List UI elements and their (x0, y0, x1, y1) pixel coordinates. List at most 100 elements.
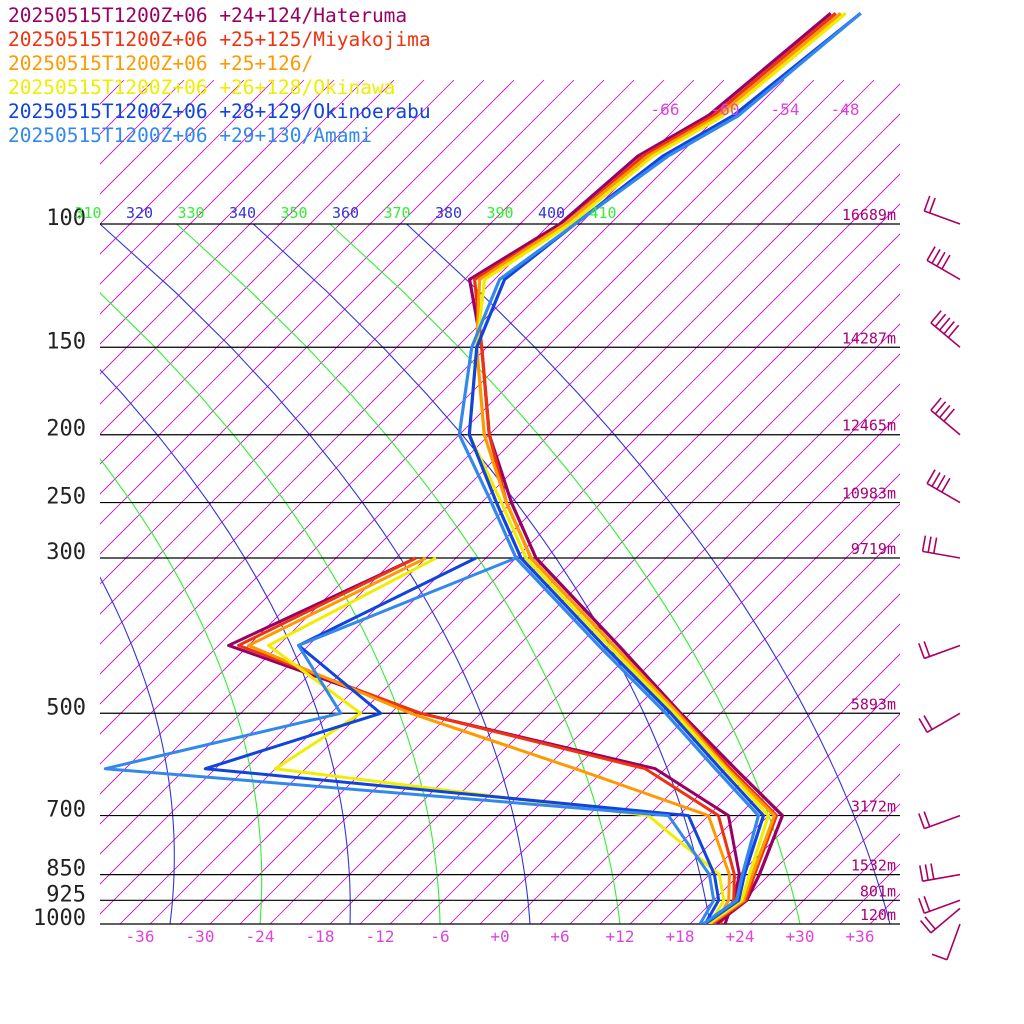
isotherm-line (749, 773, 900, 924)
wind-barb (918, 641, 961, 660)
isotherm-line (100, 79, 245, 225)
temperature-tick-label: +12 (606, 927, 635, 946)
temperature-tick-label: +6 (550, 927, 569, 946)
wind-barb-flag (934, 313, 947, 328)
temperature-line (467, 12, 847, 924)
isotherm-line (100, 79, 275, 255)
legend-entry: 20250515T1200Z+06 +24+124/Hateruma (8, 4, 408, 27)
wind-barb-flag (936, 251, 946, 267)
temperature-tick-label: -36 (126, 927, 155, 946)
pressure-tick-label: 1000 (33, 906, 86, 931)
temperature-tick-label: -30 (186, 927, 215, 946)
isotherm-line (100, 79, 395, 375)
wind-barb-staff (930, 322, 961, 348)
wind-barb (931, 923, 961, 961)
isotherm-line (100, 79, 455, 435)
isotherm-line (100, 79, 305, 285)
temperature-tick-label: -12 (366, 927, 395, 946)
wind-barb-flag (934, 401, 947, 415)
wind-barb-layer (918, 195, 961, 961)
height-label: 5893m (851, 695, 896, 713)
wind-barb-flag (923, 811, 931, 827)
pressure-tick-label: 200 (46, 417, 86, 442)
theta-e-label: 410 (589, 204, 616, 222)
wind-barb-flag (927, 536, 932, 553)
wind-barb-staff (924, 210, 961, 225)
mixing-ratio-label: -54 (771, 100, 800, 119)
isotherm-line (659, 683, 900, 924)
height-label: 120m (860, 906, 896, 924)
isotherm-line (629, 653, 900, 924)
wind-barb-staff (930, 409, 961, 436)
temperature-tick-label: -6 (430, 927, 449, 946)
theta-e-label: 310 (74, 204, 101, 222)
isotherm-line (0, 80, 34, 924)
wind-barb (930, 310, 961, 348)
isotherm-line (100, 79, 515, 495)
wind-barb-flag (926, 246, 936, 261)
adiabat-line (100, 576, 175, 924)
legend-entry: 20250515T1200Z+06 +25+126/ (8, 52, 314, 75)
temperature-line (467, 12, 832, 924)
wind-barb-flag (928, 197, 936, 214)
temperature-tick-label: +30 (786, 927, 815, 946)
wind-barb-flag (918, 897, 926, 914)
dewpoint-line (203, 556, 721, 924)
wind-barb-flag (930, 397, 942, 411)
wind-barb (921, 535, 961, 559)
height-label: 9719m (851, 540, 896, 558)
wind-barb-flag (919, 920, 932, 934)
temperature-line (475, 12, 842, 924)
wind-barb (926, 246, 961, 281)
theta-e-label: 340 (229, 204, 256, 222)
legend-entry: 20250515T1200Z+06 +25+125/Miyakojima (8, 28, 431, 51)
isotherm-line (100, 79, 365, 345)
legend-entry: 20250515T1200Z+06 +26+128/Okinawa (8, 76, 396, 99)
wind-barb (926, 469, 961, 504)
height-label: 14287m (842, 329, 896, 347)
wind-barb-flag (918, 813, 926, 829)
isotherm-line (100, 79, 425, 405)
wind-barb-flag (931, 249, 941, 264)
theta-e-label: 380 (435, 204, 462, 222)
wind-barb-flag (918, 643, 926, 659)
wind-barb-flag (941, 477, 951, 493)
wind-barb-flag (923, 641, 931, 657)
theta-e-label: 350 (280, 204, 307, 222)
dewpoint-line (103, 556, 716, 924)
isotherm-line (689, 713, 900, 924)
pressure-tick-label: 925 (46, 882, 86, 907)
wind-barb-flag (947, 324, 960, 339)
wind-barb-flag (924, 864, 929, 881)
height-label: 16689m (842, 206, 896, 224)
mixing-ratio-label: -48 (831, 100, 860, 119)
wind-barb-flag (930, 310, 942, 324)
height-label: 3172m (851, 798, 896, 816)
isotherm-line (100, 79, 485, 465)
wind-barb (919, 863, 961, 882)
temperature-line (472, 12, 837, 924)
dewpoint-line (237, 556, 736, 924)
wind-barb-flag (923, 195, 931, 212)
temperature-tick-label: +24 (726, 927, 755, 946)
wind-barb (918, 896, 961, 915)
wind-barb (918, 811, 961, 830)
height-label: 1532m (851, 857, 896, 875)
wind-barb-flag (943, 321, 955, 335)
pressure-tick-label: 250 (46, 485, 86, 510)
height-label: 801m (860, 882, 896, 900)
wind-barb-staff (922, 550, 961, 559)
wind-barb (930, 397, 961, 436)
wind-barb-flag (943, 408, 955, 422)
pressure-tick-label: 700 (46, 798, 86, 823)
theta-e-label: 360 (332, 204, 359, 222)
wind-barb-flag (941, 254, 951, 270)
wind-barb-flag (933, 537, 938, 554)
wind-barb-flag (918, 718, 928, 733)
isotherm-line (719, 743, 900, 924)
temperature-tick-label: -18 (306, 927, 335, 946)
pressure-tick-label: 300 (46, 540, 86, 565)
dewpoint-line (247, 556, 731, 924)
